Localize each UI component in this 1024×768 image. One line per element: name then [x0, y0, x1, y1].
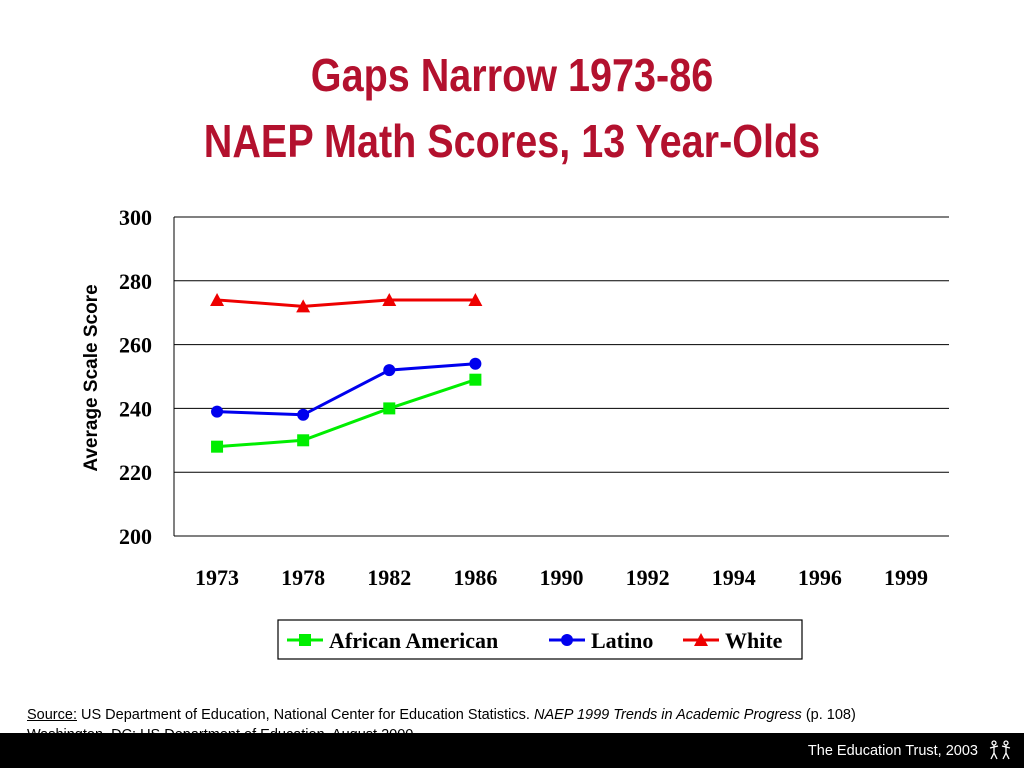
data-point	[469, 357, 482, 370]
data-point	[469, 373, 482, 386]
x-tick-label: 1978	[281, 565, 325, 590]
x-tick-label: 1992	[626, 565, 670, 590]
x-tick-label: 1990	[540, 565, 584, 590]
data-point	[211, 405, 224, 418]
y-tick-label: 220	[119, 460, 152, 485]
y-tick-label: 300	[119, 205, 152, 230]
data-point	[210, 292, 225, 306]
x-tick-label: 1986	[453, 565, 497, 590]
data-point	[297, 408, 310, 421]
data-point	[382, 292, 397, 306]
page-subtitle: NAEP Math Scores, 13 Year-Olds	[203, 115, 821, 167]
data-point	[383, 364, 396, 377]
legend-marker	[694, 633, 708, 646]
x-tick-label: 1982	[367, 565, 411, 590]
legend-marker	[299, 634, 311, 646]
x-tick-label: 1994	[712, 565, 756, 590]
legend-label: Latino	[591, 628, 653, 653]
data-point	[211, 440, 224, 453]
series-line-african-american	[216, 378, 476, 449]
x-tick-label: 1973	[195, 565, 239, 590]
page-title: Gaps Narrow 1973-86	[310, 49, 714, 101]
source-text: US Department of Education, National Cen…	[81, 707, 530, 723]
data-point	[296, 299, 311, 313]
data-point	[383, 402, 396, 415]
footer-bar	[0, 733, 1024, 768]
education-trust-logo-icon	[989, 740, 1011, 760]
x-tick-label: 1996	[798, 565, 842, 590]
line-chart: Average Scale Score 200 220 240 260 280 300 19…	[81, 205, 949, 660]
legend-marker	[561, 634, 573, 646]
y-tick-label: 260	[119, 333, 152, 358]
source-label: Source:	[27, 707, 77, 723]
footer-org: The Education Trust, 2003	[807, 743, 978, 759]
source-page: (p. 108)	[805, 707, 856, 723]
data-point	[468, 292, 483, 306]
legend-label: African American	[329, 628, 498, 653]
series-line-white	[216, 298, 476, 308]
x-tick-label: 1999	[884, 565, 928, 590]
series-line-latino	[217, 362, 476, 417]
data-point	[297, 434, 310, 447]
y-axis-label: Average Scale Score	[81, 284, 102, 471]
y-tick-label: 280	[119, 269, 152, 294]
y-tick-label: 200	[119, 524, 152, 549]
y-tick-label: 240	[119, 396, 152, 421]
source-publication: NAEP 1999 Trends in Academic Progress	[533, 707, 802, 723]
legend-label: White	[725, 628, 783, 653]
